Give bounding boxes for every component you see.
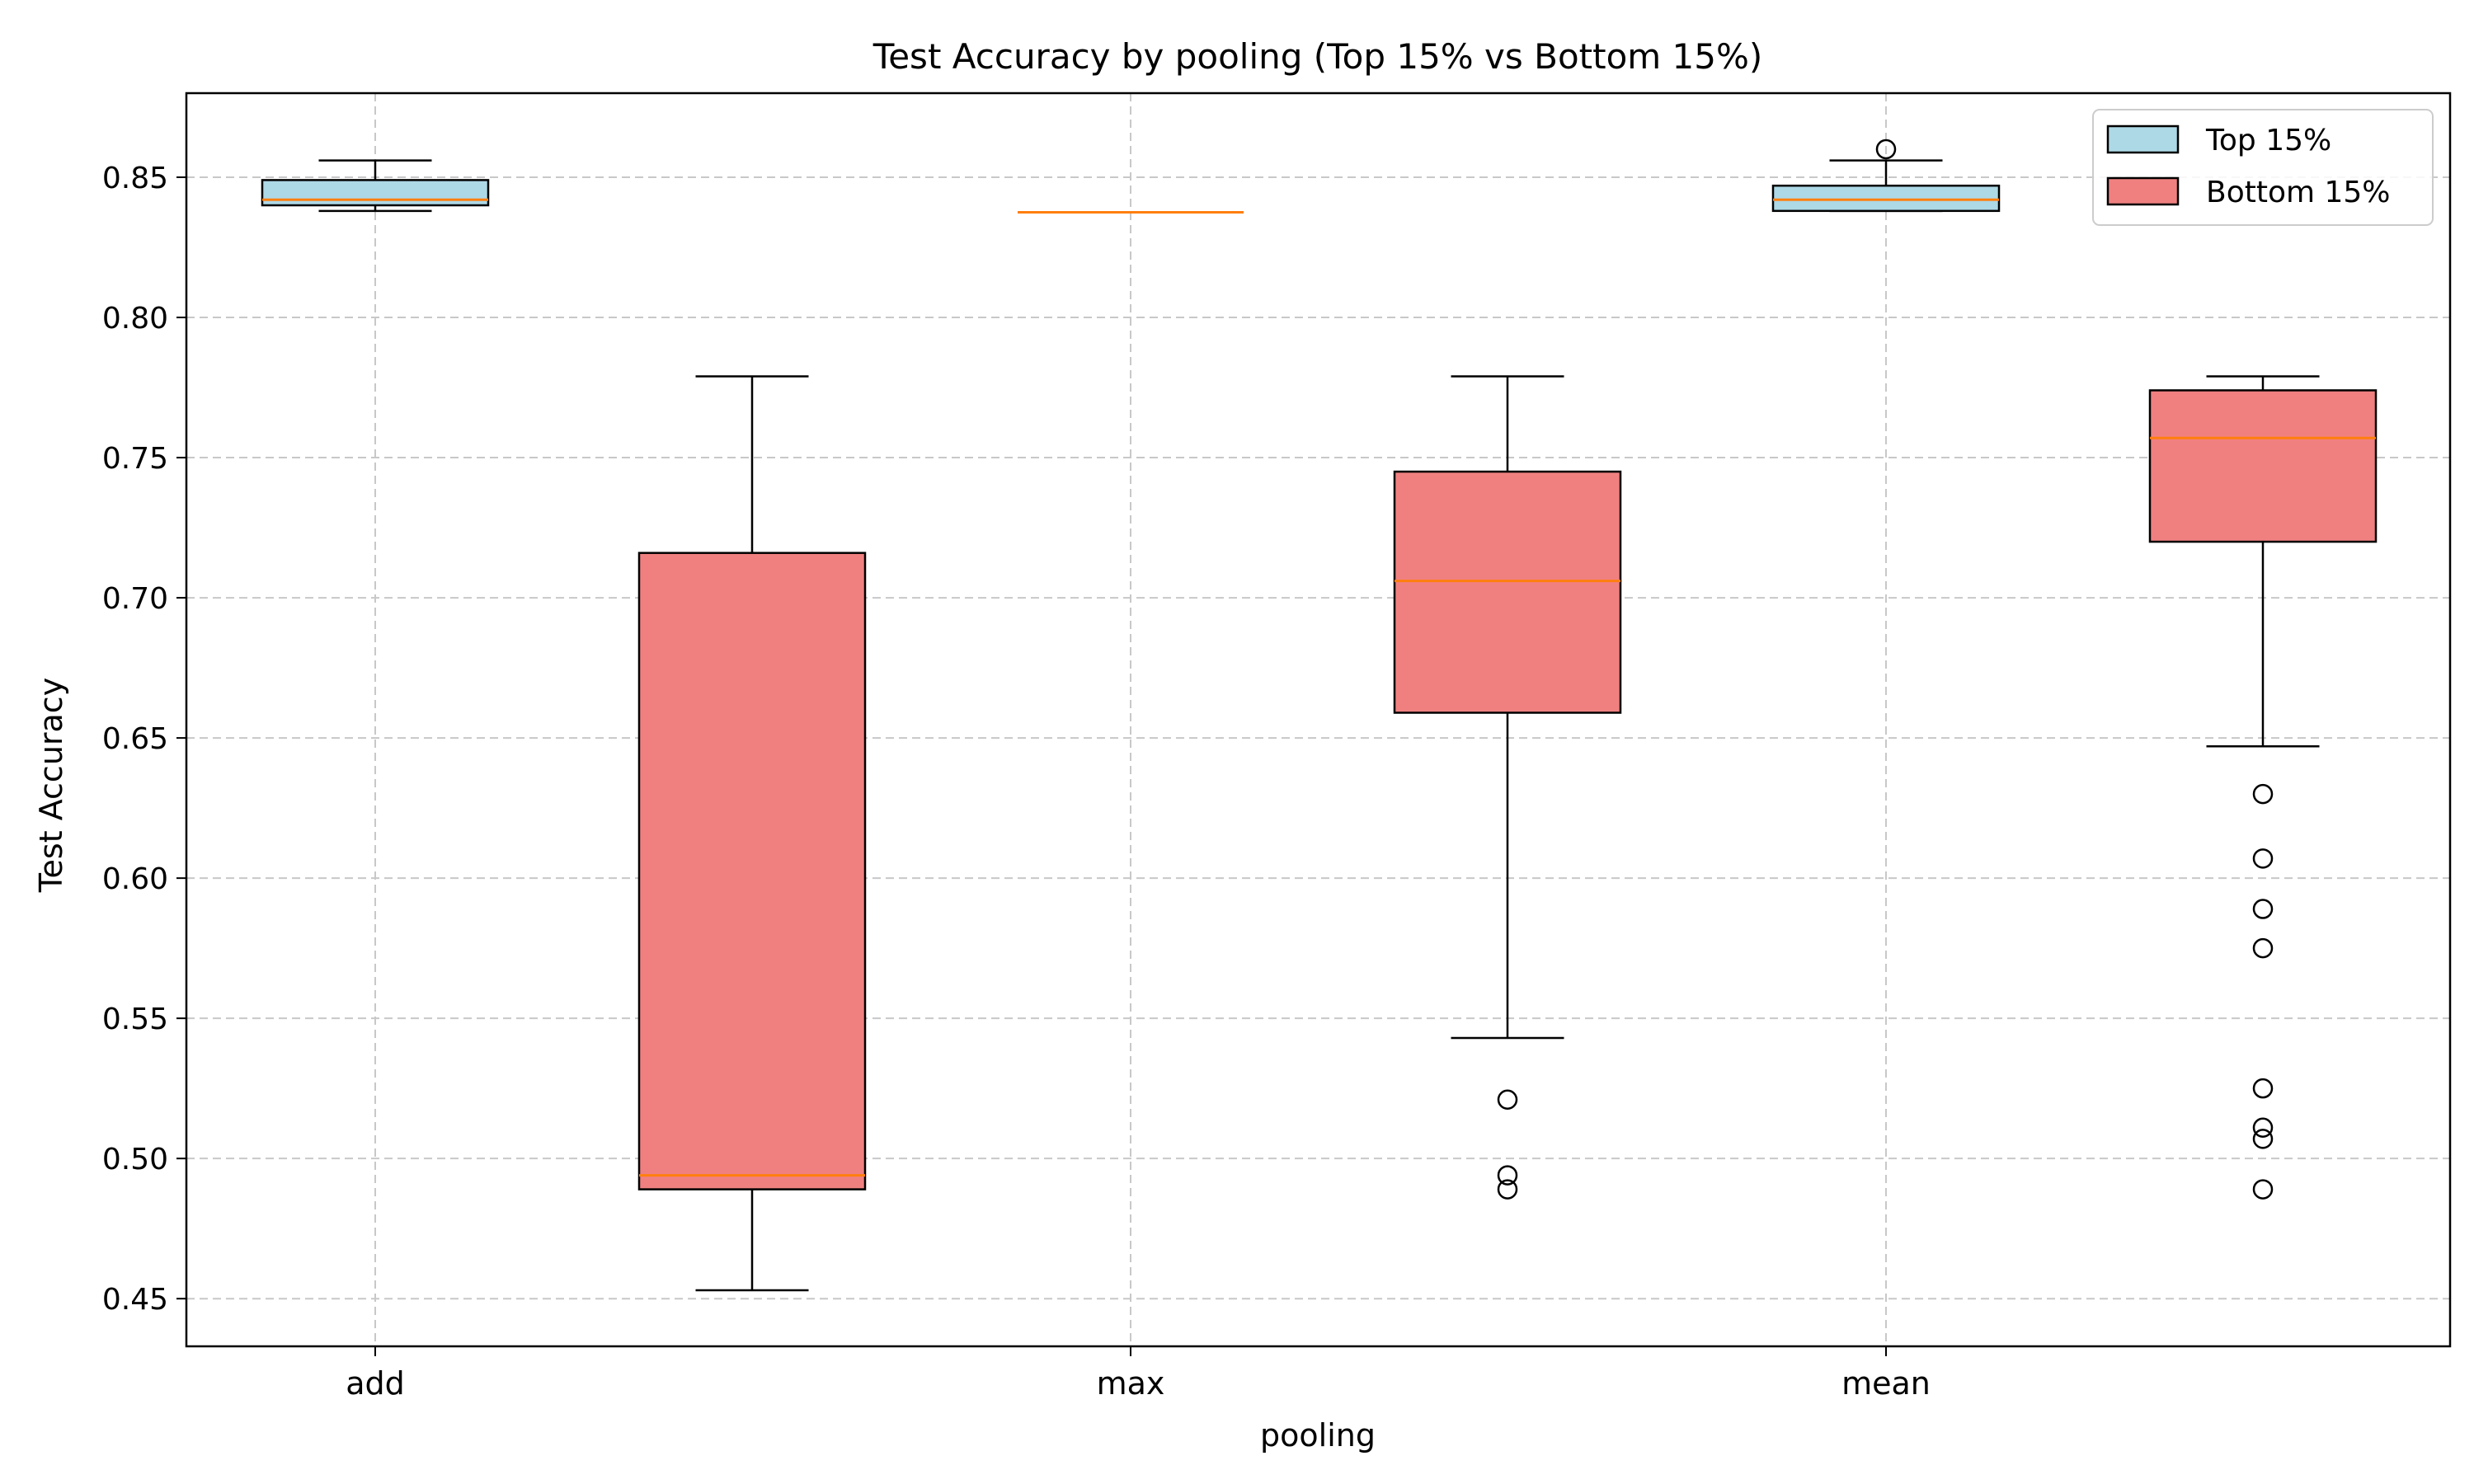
outlier-point (2252, 1078, 2274, 1099)
legend-swatch-bottom (2106, 176, 2180, 206)
y-tick-label: 0.75 (102, 442, 168, 476)
x-tick-label: mean (1841, 1365, 1931, 1402)
iqr-box (1393, 470, 1622, 714)
outlier-point (1875, 139, 1897, 160)
y-tick-label: 0.70 (102, 582, 168, 616)
x-axis-label: pooling (1260, 1417, 1376, 1453)
y-tick-label: 0.45 (102, 1283, 168, 1317)
outlier-point (1497, 1165, 1518, 1186)
legend-swatch-top (2106, 124, 2180, 154)
y-tick-label: 0.85 (102, 162, 168, 195)
outlier-point (2252, 1129, 2274, 1149)
legend-label-top: Top 15% (2205, 124, 2331, 157)
legend-label-bottom: Bottom 15% (2206, 176, 2391, 209)
y-tick-label: 0.60 (102, 862, 168, 896)
outlier-point (2252, 1117, 2274, 1139)
iqr-box (2148, 389, 2378, 543)
outlier-point (2252, 1179, 2274, 1200)
y-tick-label: 0.65 (102, 722, 168, 756)
chart-title: Test Accuracy by pooling (Top 15% vs Bot… (872, 36, 1763, 77)
box-marks (261, 139, 2378, 1292)
iqr-box (637, 552, 867, 1190)
outlier-point (1497, 1089, 1518, 1111)
top-box-mean (1771, 139, 2001, 213)
y-axis-label: Test Accuracy (33, 678, 69, 893)
y-tick-label: 0.55 (102, 1003, 168, 1036)
legend: Top 15% Bottom 15% (2092, 109, 2434, 226)
y-tick-label: 0.50 (102, 1143, 168, 1176)
bottom-box-mean (2148, 375, 2378, 1200)
iqr-box (261, 179, 490, 207)
plot-frame (185, 92, 2452, 1348)
bottom-box-max (1393, 375, 1622, 1200)
y-tick-label: 0.80 (102, 302, 168, 336)
axes: 0.45 0.50 0.55 0.60 0.65 0.70 0.75 0.80 0.85 add m… (102, 92, 2452, 1402)
outlier-point (2252, 937, 2274, 959)
outlier-point (2252, 848, 2274, 869)
bottom-box-add (637, 375, 867, 1292)
outlier-point (1497, 1179, 1518, 1200)
outlier-point (2252, 783, 2274, 805)
grid-lines (186, 93, 2450, 1346)
x-tick-label: max (1097, 1365, 1165, 1402)
top-box-add (261, 159, 490, 213)
x-tick-label: add (346, 1365, 405, 1402)
iqr-box (1771, 184, 2001, 213)
outlier-point (2252, 899, 2274, 919)
